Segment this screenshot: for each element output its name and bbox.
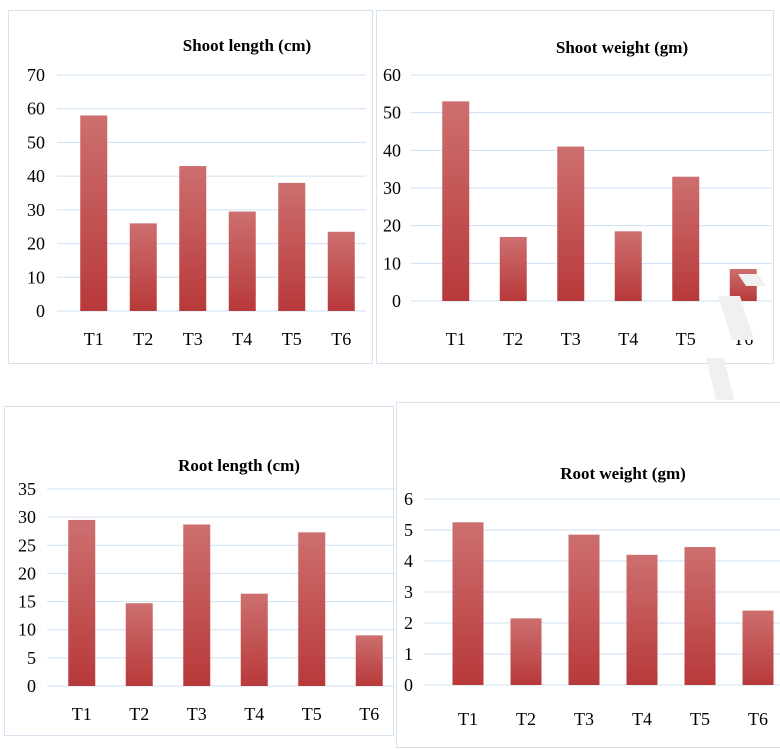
x-tick-label: T2 bbox=[503, 329, 523, 349]
x-tick-label: T3 bbox=[187, 704, 207, 724]
x-tick-label: T1 bbox=[458, 709, 478, 729]
x-tick-label: T6 bbox=[331, 329, 351, 349]
bar-root-length-t6 bbox=[355, 635, 383, 686]
x-tick-label: T2 bbox=[516, 709, 536, 729]
chart-title: Shoot length (cm) bbox=[183, 36, 311, 55]
x-tick-label: T5 bbox=[676, 329, 696, 349]
bar-shoot-length-t1 bbox=[80, 115, 108, 311]
chart-title: Root weight (gm) bbox=[560, 464, 686, 483]
bar-root-length-t5 bbox=[298, 532, 326, 686]
x-tick-label: T6 bbox=[733, 329, 753, 349]
chart-title: Root length (cm) bbox=[178, 456, 300, 475]
shoot-weight-chart-svg: 0 10 20 30 40 50 60 Shoot weight (gm) T1 T2 T3 T4 T5… bbox=[383, 38, 772, 349]
bar-root-weight-t1 bbox=[452, 522, 484, 685]
y-tick-label: 40 bbox=[383, 140, 401, 160]
root-weight-chart: 0 1 2 3 4 5 6 Root weight (gm) T1 T2 T3 T4 T5 T6 bbox=[396, 402, 780, 748]
x-tick-label: T3 bbox=[183, 329, 203, 349]
shoot-length-chart-svg: 0 10 20 30 40 50 60 70 Shoot length (cm) T1 T2 T3 T4… bbox=[27, 36, 366, 349]
bar-shoot-weight-t2 bbox=[499, 236, 527, 301]
y-tick-label: 5 bbox=[27, 648, 36, 668]
y-tick-label: 70 bbox=[27, 65, 45, 85]
y-tick-label: 40 bbox=[27, 166, 45, 186]
root-length-chart-svg: 0 5 10 15 20 25 30 35 Root length (cm) T1 T2 T3 T4 T5… bbox=[18, 456, 395, 724]
bar-shoot-weight-t1 bbox=[442, 101, 470, 301]
bar-root-weight-t5 bbox=[684, 547, 716, 685]
x-tick-label: T1 bbox=[72, 704, 92, 724]
x-tick-label: T3 bbox=[574, 709, 594, 729]
y-tick-label: 15 bbox=[18, 592, 36, 612]
x-tick-label: T6 bbox=[748, 709, 768, 729]
bar-shoot-length-t6 bbox=[327, 231, 355, 311]
y-tick-label: 6 bbox=[404, 489, 413, 509]
shoot-length-chart: 0 10 20 30 40 50 60 70 Shoot length (cm) T1 T2 T3 T4… bbox=[8, 10, 373, 364]
bar-root-weight-t6 bbox=[742, 610, 774, 685]
shoot-weight-chart: 0 10 20 30 40 50 60 Shoot weight (gm) T1 T2 T3 T4 T5… bbox=[376, 10, 774, 364]
y-tick-label: 0 bbox=[36, 301, 45, 321]
y-tick-label: 0 bbox=[404, 675, 413, 695]
x-tick-label: T5 bbox=[282, 329, 302, 349]
chart-title: Shoot weight (gm) bbox=[556, 38, 688, 57]
y-tick-label: 10 bbox=[27, 267, 45, 287]
y-tick-label: 2 bbox=[404, 613, 413, 633]
y-tick-label: 30 bbox=[383, 178, 401, 198]
bar-root-weight-t2 bbox=[510, 618, 542, 685]
y-tick-label: 5 bbox=[404, 520, 413, 540]
x-tick-label: T6 bbox=[359, 704, 379, 724]
bar-shoot-weight-t5 bbox=[672, 176, 700, 301]
x-tick-label: T2 bbox=[133, 329, 153, 349]
x-tick-label: T1 bbox=[84, 329, 104, 349]
root-length-chart: 0 5 10 15 20 25 30 35 Root length (cm) T1 T2 T3 T4 T5… bbox=[4, 406, 395, 736]
y-tick-label: 20 bbox=[18, 563, 36, 583]
y-tick-label: 50 bbox=[27, 132, 45, 152]
x-tick-label: T4 bbox=[632, 709, 652, 729]
bar-shoot-length-t2 bbox=[129, 223, 157, 311]
y-tick-label: 50 bbox=[383, 103, 401, 123]
bar-root-weight-t4 bbox=[626, 554, 658, 685]
y-tick-label: 0 bbox=[27, 676, 36, 696]
y-tick-label: 3 bbox=[404, 582, 413, 602]
y-tick-label: 25 bbox=[18, 535, 36, 555]
x-tick-label: T4 bbox=[618, 329, 638, 349]
y-tick-label: 30 bbox=[18, 507, 36, 527]
y-tick-label: 1 bbox=[404, 644, 413, 664]
y-tick-label: 60 bbox=[27, 99, 45, 119]
bar-shoot-weight-t3 bbox=[557, 146, 585, 301]
root-weight-chart-svg: 0 1 2 3 4 5 6 Root weight (gm) T1 T2 T3 T4 T5 T6 bbox=[404, 464, 780, 729]
bar-shoot-length-t4 bbox=[228, 211, 256, 311]
bar-root-length-t2 bbox=[125, 603, 153, 686]
y-tick-label: 20 bbox=[27, 234, 45, 254]
y-tick-label: 60 bbox=[383, 65, 401, 85]
x-tick-label: T4 bbox=[232, 329, 252, 349]
y-tick-label: 10 bbox=[18, 620, 36, 640]
y-tick-label: 20 bbox=[383, 216, 401, 236]
x-tick-label: T1 bbox=[446, 329, 466, 349]
bar-shoot-weight-t4 bbox=[614, 231, 642, 301]
y-tick-label: 0 bbox=[392, 291, 401, 311]
x-tick-label: T3 bbox=[561, 329, 581, 349]
y-tick-label: 30 bbox=[27, 200, 45, 220]
bar-root-weight-t3 bbox=[568, 534, 600, 685]
bar-root-length-t3 bbox=[183, 524, 211, 686]
bar-shoot-length-t3 bbox=[179, 166, 207, 311]
bar-shoot-length-t5 bbox=[278, 182, 306, 311]
y-tick-label: 10 bbox=[383, 253, 401, 273]
bar-root-length-t1 bbox=[68, 519, 96, 686]
x-tick-label: T4 bbox=[244, 704, 264, 724]
x-tick-label: T5 bbox=[302, 704, 322, 724]
bar-shoot-weight-t6 bbox=[729, 268, 757, 301]
y-tick-label: 4 bbox=[404, 551, 413, 571]
x-tick-label: T5 bbox=[690, 709, 710, 729]
x-tick-label: T2 bbox=[129, 704, 149, 724]
y-tick-label: 35 bbox=[18, 479, 36, 499]
bar-root-length-t4 bbox=[240, 593, 268, 686]
